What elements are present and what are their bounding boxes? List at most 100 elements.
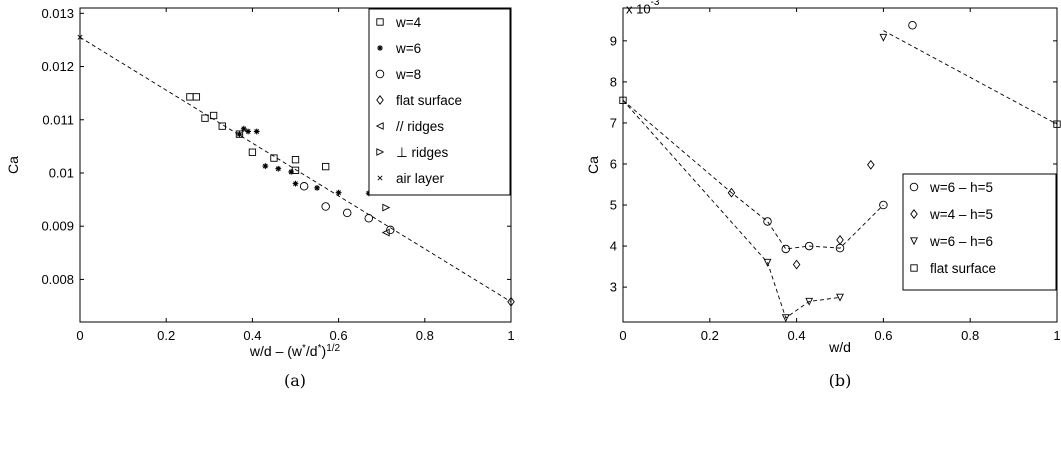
y-tick-label: 7: [610, 115, 617, 130]
legend-marker: [377, 45, 383, 51]
data-point: [77, 34, 83, 40]
legend-label: w=6: [395, 41, 421, 56]
data-point: [619, 96, 627, 105]
data-point: [364, 213, 374, 223]
data-point: [245, 128, 251, 135]
legend-label: air layer: [396, 171, 445, 186]
data-point: [299, 182, 309, 191]
data-point: [275, 165, 282, 172]
data-point: [235, 130, 244, 138]
chart-a: 0 0.2 0.4 0.6 0.8 1 0.008 0.009 0.01 0.011 0.012 0.…: [5, 6, 515, 390]
data-point: [270, 154, 278, 162]
data-point: [879, 33, 888, 42]
y-tick-label: 6: [610, 156, 617, 171]
data-point: [335, 189, 342, 196]
legend-box-b: [902, 173, 1057, 291]
data-point: [253, 128, 260, 135]
data-point: [386, 225, 395, 235]
legend-label: w=6 – h=5: [929, 180, 993, 195]
x-tick-label: 0: [76, 328, 83, 343]
data-point: [804, 241, 814, 251]
legend-label: w=4: [395, 15, 422, 30]
data-point: [381, 228, 390, 237]
data-point: [209, 111, 218, 120]
data-point: [836, 293, 844, 302]
data-point: [292, 180, 299, 187]
data-point: [201, 114, 209, 122]
legend-marker: [910, 264, 918, 272]
legend-label: // ridges: [396, 119, 444, 134]
xlabel-a: w/d – (w*/d*)1/2: [249, 343, 341, 360]
legend-marker: [375, 122, 384, 130]
legend-label: w=6 – h=6: [929, 234, 993, 249]
x-tick-label: 0.6: [874, 328, 892, 343]
data-point: [248, 148, 257, 156]
dashed-line: [622, 100, 884, 250]
x-tick-label: 0.4: [243, 328, 261, 343]
y-tick-label: 0.013: [41, 6, 74, 21]
data-point: [879, 200, 888, 210]
legend-box-a: [368, 8, 511, 196]
data-point: [192, 93, 201, 101]
x-tick-label: 0.8: [416, 328, 434, 343]
data-point: [218, 122, 226, 130]
data-point: [792, 259, 801, 270]
ylabel-b: Ca: [585, 156, 601, 174]
data-point: [240, 125, 247, 132]
x-tick-label: 0: [619, 328, 626, 343]
x-tick-label: 0.2: [157, 328, 175, 343]
data-point: [805, 297, 814, 306]
y-tick-label: 0.01: [49, 165, 74, 180]
x-tick-label: 0.4: [788, 328, 806, 343]
data-point: [867, 159, 875, 170]
x-tick-label: 1: [507, 328, 514, 343]
data-point: [262, 163, 269, 169]
data-point: [291, 156, 300, 164]
dashed-line: [622, 100, 841, 319]
legend-b: w=6 – h=5 w=4 – h=5 w=6 – h=6 flat surface: [902, 173, 1057, 291]
x-tick-label: 0.6: [330, 328, 348, 343]
data-point: [288, 169, 295, 175]
data-point: [781, 244, 791, 254]
legend-label: flat surface: [396, 93, 462, 108]
data-point: [836, 234, 844, 245]
legend-a: w=4 w=6 w=8 flat surface // ridges ⊥ ridges ai…: [368, 8, 511, 196]
data-point: [507, 296, 515, 307]
data-point: [236, 131, 243, 138]
legend-label: ⊥ ridges: [396, 145, 449, 160]
dashed-line: [883, 30, 1058, 125]
x-tick-label: 0.8: [961, 328, 979, 343]
legend-label: flat surface: [930, 261, 996, 276]
legend-marker: [910, 237, 918, 246]
data-point: [727, 187, 736, 198]
data-point: [1053, 120, 1061, 128]
legend-marker: [910, 209, 918, 219]
legend-marker: [376, 18, 384, 26]
xlabel-b: w/d: [828, 339, 851, 355]
x-tick-label: 0.2: [701, 328, 719, 343]
dashed-line: [79, 36, 512, 303]
caption-b: (b): [829, 371, 852, 390]
data-point: [342, 208, 352, 218]
data-point: [322, 162, 330, 171]
ylabel-a: Ca: [5, 156, 21, 174]
data-point: [781, 314, 790, 323]
data-point: [763, 258, 772, 267]
y-tick-label: 0.009: [41, 219, 74, 234]
legend-marker: [376, 95, 384, 105]
x-tick-label: 1: [1053, 328, 1060, 343]
caption-a: (a): [284, 371, 306, 390]
legend-label: w=4 – h=5: [929, 207, 993, 222]
data-point: [321, 202, 330, 211]
y-tick-label: 9: [610, 33, 617, 48]
legend-label: w=8: [395, 67, 421, 82]
y-tick-label: 5: [610, 198, 617, 213]
y-tick-label: 4: [610, 239, 617, 254]
legend-marker: [909, 182, 919, 192]
data-point: [908, 20, 917, 30]
data-point: [763, 217, 772, 226]
data-point: [314, 185, 320, 191]
data-point: [382, 203, 391, 212]
